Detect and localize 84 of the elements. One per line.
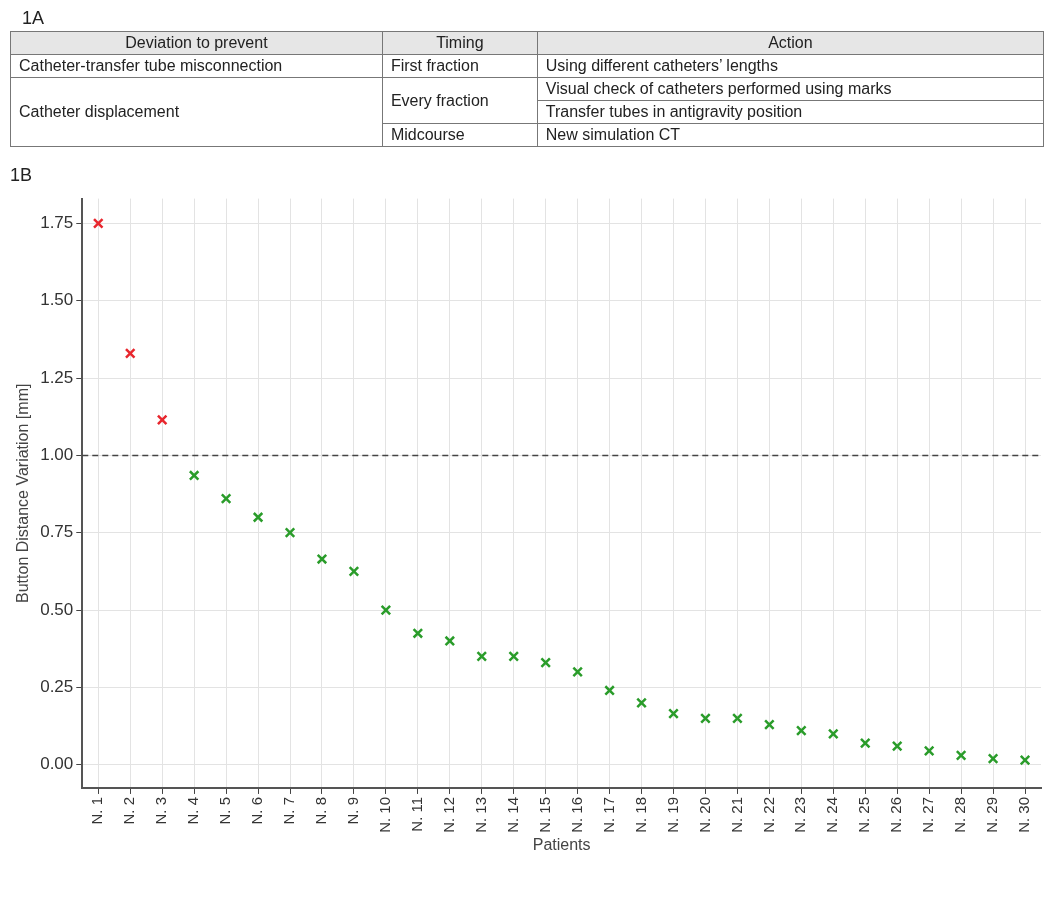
text: Transfer tubes in antigravity position (545, 103, 803, 120)
text: Catheter-transfer tube misconnection (19, 57, 283, 74)
y-tick-label: 1.75 (40, 213, 74, 233)
x-tick-label: N. 20 (695, 796, 713, 833)
point (316, 553, 328, 565)
category-label: Action (537, 31, 1044, 55)
text: 1A (22, 8, 46, 29)
x-tick-label: N. 10 (376, 796, 394, 833)
y-tick-label: 0.50 (40, 599, 74, 619)
x-tick-label: N. 17 (599, 796, 617, 833)
point (348, 565, 360, 577)
point (572, 666, 584, 678)
text: Visual check of catheters performed using marks (545, 80, 892, 97)
point (668, 708, 679, 720)
text: New simulation CT (545, 126, 681, 143)
category-label: Deviation to prevent (10, 31, 383, 55)
point (444, 635, 456, 647)
point (1019, 754, 1031, 766)
text: Every fraction (390, 91, 489, 109)
x-tick-label: N. 19 (663, 796, 681, 833)
point (508, 650, 520, 662)
y-tick-label: 0.25 (40, 677, 74, 697)
x-tick-label: N. 24 (823, 796, 841, 833)
x-tick-label: N. 13 (471, 796, 489, 833)
point (795, 725, 807, 737)
y-tick-label: 0.00 (40, 754, 74, 774)
x-tick-label: N. 8 (312, 796, 330, 825)
x-tick-label: N. 16 (567, 796, 585, 833)
x-tick-label: N. 4 (184, 796, 202, 825)
y-tick-label: 1.25 (40, 367, 74, 387)
point (380, 604, 392, 616)
x-tick-label: N. 23 (791, 796, 809, 833)
x-tick-label: N. 22 (759, 796, 777, 833)
y-tick-label: 1.50 (40, 290, 74, 310)
point (476, 650, 488, 662)
point (604, 685, 616, 696)
x-tick-label: N. 14 (503, 796, 521, 833)
point (540, 657, 552, 669)
x-tick-label: N. 7 (280, 796, 298, 825)
point (124, 347, 136, 359)
text: Catheter displacement (19, 103, 180, 120)
point (923, 745, 935, 757)
point (987, 753, 999, 765)
x-tick-label: N. 12 (439, 796, 457, 833)
x-tick-label: N. 26 (887, 796, 905, 833)
chart-title: 1B (10, 164, 33, 185)
x-tick-label: N. 1 (88, 796, 106, 825)
point (156, 414, 168, 426)
x-tick-label: N. 27 (919, 796, 937, 833)
point (827, 728, 839, 740)
x-tick-label: N. 3 (152, 796, 170, 825)
point (188, 469, 200, 481)
x-tick-label: N. 6 (248, 796, 266, 825)
text: Midcourse (390, 126, 465, 143)
x-tick-label: N. 9 (344, 796, 362, 825)
point (955, 749, 967, 761)
x-tick-label: N. 5 (216, 796, 234, 825)
x-tick-label: N. 15 (535, 796, 553, 833)
x-tick-label: N. 2 (120, 796, 138, 825)
x-axis-title: Patients (532, 835, 591, 853)
point (699, 712, 711, 724)
point (284, 527, 296, 539)
text: First fraction (390, 57, 479, 74)
text: Using different catheters’ lengths (545, 57, 778, 74)
point (636, 697, 648, 709)
point (92, 217, 104, 229)
y-tick-label: 1.00 (40, 445, 74, 465)
x-tick-label: N. 28 (951, 796, 969, 833)
point (412, 627, 424, 639)
point (252, 511, 264, 523)
x-tick-label: N. 11 (407, 796, 425, 832)
category-label: Timing (382, 31, 538, 55)
x-tick-label: N. 29 (983, 796, 1001, 833)
point (763, 719, 775, 731)
y-axis-title: Button Distance Variation [mm] (14, 383, 32, 603)
point (220, 493, 232, 505)
x-tick-label: N. 21 (727, 796, 745, 833)
x-tick-label: N. 30 (1015, 796, 1033, 833)
y-tick-label: 0.75 (40, 522, 74, 542)
point (859, 737, 871, 749)
point (891, 740, 903, 752)
point (731, 712, 743, 724)
x-tick-label: N. 25 (855, 796, 873, 833)
x-tick-label: N. 18 (631, 796, 649, 833)
